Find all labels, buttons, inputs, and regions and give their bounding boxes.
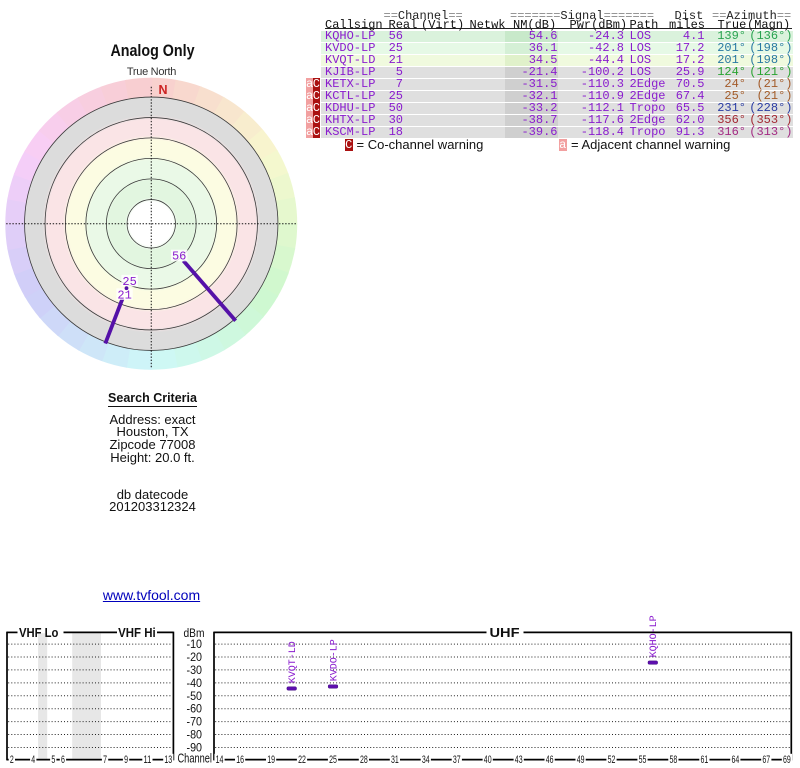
svg-text:dBm: dBm xyxy=(184,628,205,640)
svg-text:64: 64 xyxy=(732,754,740,766)
svg-text:69: 69 xyxy=(783,754,791,766)
svg-text:52: 52 xyxy=(608,754,616,766)
svg-text:25: 25 xyxy=(329,754,337,766)
svg-text:13: 13 xyxy=(164,754,172,766)
svg-text:14: 14 xyxy=(216,754,224,766)
svg-text:KQHO-LP: KQHO-LP xyxy=(649,615,660,657)
svg-text:67: 67 xyxy=(762,754,770,766)
svg-text:43: 43 xyxy=(515,754,523,766)
svg-text:46: 46 xyxy=(546,754,554,766)
svg-text:UHF: UHF xyxy=(490,625,520,640)
svg-text:49: 49 xyxy=(577,754,585,766)
svg-text:7: 7 xyxy=(103,754,107,766)
svg-text:-60: -60 xyxy=(187,704,203,716)
svg-text:VHF Hi: VHF Hi xyxy=(118,625,156,640)
svg-text:40: 40 xyxy=(484,754,492,766)
svg-text:55: 55 xyxy=(639,754,647,766)
svg-text:VHF Lo: VHF Lo xyxy=(19,625,59,640)
svg-text:31: 31 xyxy=(391,754,399,766)
svg-text:-80: -80 xyxy=(187,730,203,742)
svg-text:N: N xyxy=(158,83,167,97)
svg-text:-10: -10 xyxy=(187,639,203,651)
svg-text:-90: -90 xyxy=(187,743,203,755)
svg-text:6: 6 xyxy=(61,754,65,766)
svg-text:56: 56 xyxy=(172,250,186,264)
svg-text:9: 9 xyxy=(124,754,128,766)
svg-text:16: 16 xyxy=(236,754,244,766)
svg-text:37: 37 xyxy=(453,754,461,766)
svg-text:-70: -70 xyxy=(187,717,203,729)
svg-text:28: 28 xyxy=(360,754,368,766)
svg-text:-30: -30 xyxy=(187,665,203,677)
svg-text:-50: -50 xyxy=(187,691,203,703)
svg-text:11: 11 xyxy=(144,754,152,766)
svg-text:-40: -40 xyxy=(187,678,203,690)
svg-text:5: 5 xyxy=(51,754,55,766)
svg-text:KVQT-LD: KVQT-LD xyxy=(288,641,299,683)
svg-text:2: 2 xyxy=(10,754,14,766)
svg-text:61: 61 xyxy=(701,754,709,766)
svg-text:Channel: Channel xyxy=(178,751,213,765)
svg-text:58: 58 xyxy=(670,754,678,766)
svg-text:25: 25 xyxy=(122,275,136,289)
svg-text:KVDO-LP: KVDO-LP xyxy=(329,639,340,681)
svg-text:21: 21 xyxy=(117,288,131,302)
svg-text:4: 4 xyxy=(31,754,35,766)
svg-text:19: 19 xyxy=(267,754,275,766)
svg-text:-20: -20 xyxy=(187,652,203,664)
svg-text:22: 22 xyxy=(298,754,306,766)
svg-text:34: 34 xyxy=(422,754,430,766)
